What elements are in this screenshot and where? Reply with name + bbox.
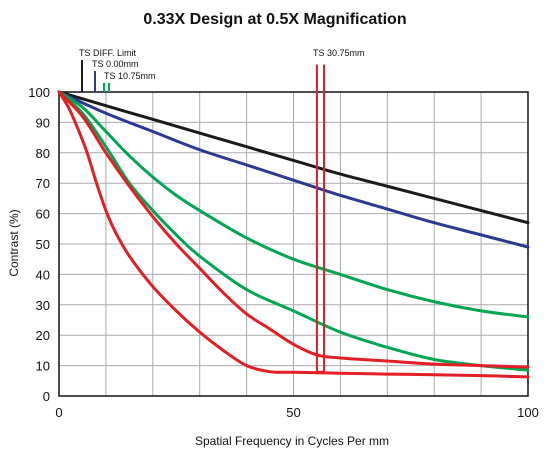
series-line-3 — [57, 90, 530, 319]
plot-series — [57, 90, 530, 379]
legend-label: TS 10.75mm — [104, 71, 156, 81]
plot-markers — [315, 64, 325, 373]
series-line-2 — [57, 90, 530, 249]
legend-label: TS 0.00mm — [92, 59, 139, 69]
x-tick-label: 0 — [55, 405, 62, 420]
series-line-1 — [57, 90, 530, 225]
x-tick-label: 50 — [286, 405, 300, 420]
series-line-6 — [57, 90, 530, 379]
plot-grid — [58, 91, 529, 397]
x-axis-label: Spatial Frequency in Cycles Per mm — [195, 434, 389, 448]
y-tick-label: 90 — [36, 115, 50, 130]
series-line-4 — [57, 90, 530, 372]
series-line-5 — [57, 90, 530, 369]
y-tick-label: 80 — [36, 146, 50, 161]
plot-frame — [58, 91, 529, 397]
y-tick-label: 100 — [28, 85, 50, 100]
y-tick-label: 10 — [36, 359, 50, 374]
chart-title: 0.33X Design at 0.5X Magnification — [143, 11, 406, 28]
y-tick-label: 0 — [43, 389, 50, 404]
x-tick-label: 100 — [517, 405, 539, 420]
y-tick-label: 30 — [36, 298, 50, 313]
axis-ticks: 0 10 20 30 40 50 60 70 80 90 100 0 50 100 — [28, 85, 539, 420]
y-tick-label: 40 — [36, 267, 50, 282]
legend-label: TS 30.75mm — [313, 48, 365, 58]
y-tick-label: 50 — [36, 237, 50, 252]
legend-label: TS DIFF. Limit — [79, 48, 137, 58]
y-tick-label: 60 — [36, 207, 50, 222]
y-axis-label: Contrast (%) — [7, 209, 21, 276]
y-tick-label: 70 — [36, 176, 50, 191]
y-tick-label: 20 — [36, 328, 50, 343]
